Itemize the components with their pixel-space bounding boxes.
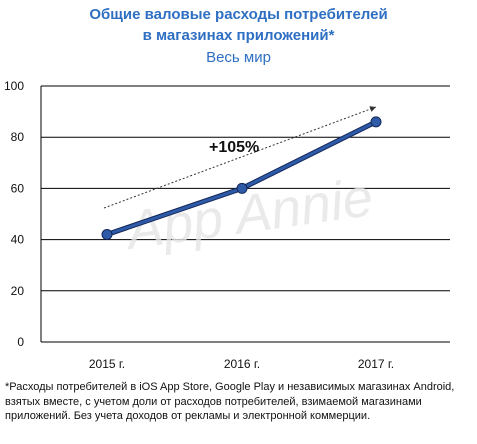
footnote: *Расходы потребителей в iOS App Store, G… [5,381,455,422]
growth-annotation-label: +105% [209,139,259,156]
x-tick-label: 2016 г. [224,357,260,371]
chart-title-block: Общие валовые расходы потребителей в маг… [0,4,477,69]
y-tick-label: 80 [11,130,25,144]
data-point [370,116,382,128]
x-tick-label: 2015 г. [89,357,125,371]
data-points [101,116,382,240]
y-tick-label: 40 [11,233,25,247]
x-axis-tick-labels: 2015 г. 2016 г. 2017 г. [89,357,394,371]
data-point [236,182,248,194]
y-tick-label: 0 [17,335,24,349]
growth-trend-arrow [103,106,377,209]
data-point [101,228,113,240]
y-axis-tick-labels: 0 20 40 60 80 100 [4,79,24,349]
y-tick-label: 60 [11,181,25,195]
y-tick-label: 100 [4,79,24,93]
chart-title-line-1: Общие валовые расходы потребителей [89,6,388,23]
chart-subtitle: Весь мир [206,49,271,66]
y-tick-label: 20 [11,284,25,298]
chart-title-line-2: в магазинах приложений* [142,27,335,44]
x-tick-label: 2017 г. [358,357,394,371]
